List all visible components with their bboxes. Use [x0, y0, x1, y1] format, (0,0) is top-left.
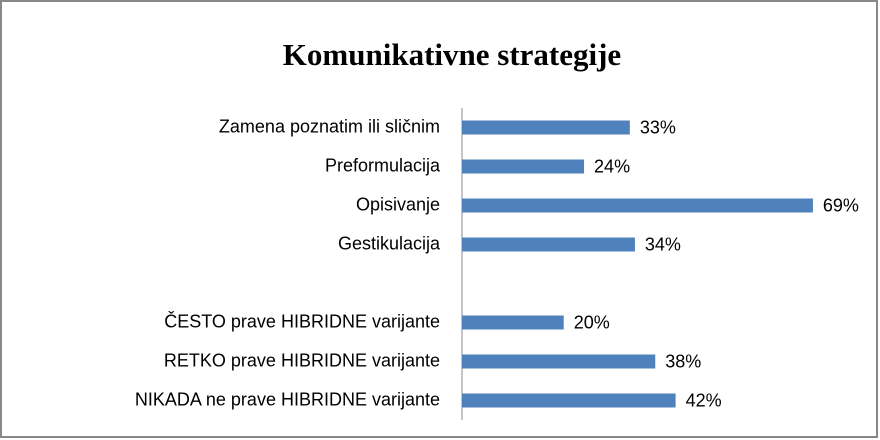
- bar: [462, 198, 813, 213]
- category-label: Zamena poznatim ili sličnim: [219, 116, 440, 136]
- bar: [462, 120, 630, 135]
- value-label: 33%: [640, 117, 676, 137]
- category-label: NIKADA ne prave HIBRIDNE varijante: [135, 389, 440, 409]
- category-label: ČESTO prave HIBRIDNE varijante: [164, 310, 440, 331]
- value-label: 24%: [594, 156, 630, 176]
- category-label: Gestikulacija: [338, 233, 441, 253]
- value-label: 20%: [574, 312, 610, 332]
- value-label: 42%: [686, 390, 722, 410]
- category-label: RETKO prave HIBRIDNE varijante: [164, 350, 440, 370]
- bar: [462, 315, 564, 330]
- bar: [462, 354, 656, 369]
- value-label: 34%: [645, 234, 681, 254]
- category-label: Opisivanje: [356, 194, 440, 214]
- chart-title: Komunikativne strategije: [283, 37, 621, 72]
- value-label: 38%: [665, 351, 701, 371]
- bar: [462, 159, 585, 174]
- value-label: 69%: [823, 195, 859, 215]
- bar: [462, 393, 676, 408]
- category-label: Preformulacija: [325, 155, 441, 175]
- bar: [462, 237, 635, 252]
